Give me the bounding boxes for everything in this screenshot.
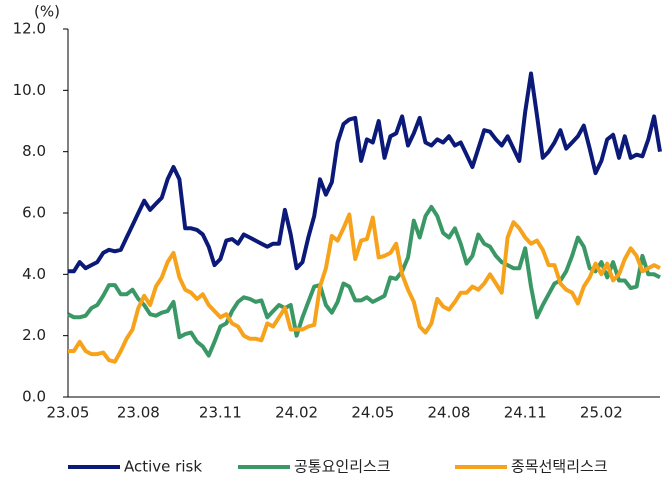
- y-tick-label: 8.0: [22, 142, 46, 160]
- legend-label: 공통요인리스크: [294, 458, 391, 476]
- series-line: [67, 204, 661, 358]
- x-tick-label: 23.11: [199, 404, 242, 422]
- y-tick-label: 0.0: [22, 388, 46, 406]
- y-tick-label: 12.0: [13, 20, 46, 38]
- x-tick-label: 23.05: [47, 404, 90, 422]
- series-line: [68, 212, 661, 364]
- x-tick-label: 24.11: [504, 404, 547, 422]
- x-tick-label: 24.08: [428, 404, 471, 422]
- y-tick-label: 2.0: [22, 326, 46, 344]
- y-unit: (%): [34, 3, 60, 21]
- legend-label: 종목선택리스크: [511, 458, 608, 476]
- x-tick-label: 24.02: [275, 404, 318, 422]
- x-tick-label: 23.08: [117, 404, 160, 422]
- legend-label: Active risk: [124, 458, 202, 476]
- y-tick-label: 4.0: [22, 265, 46, 283]
- x-tick-label: 25.02: [580, 404, 623, 422]
- y-tick-label: 10.0: [13, 81, 46, 99]
- y-tick-label: 6.0: [22, 204, 46, 222]
- x-tick-label: 24.05: [351, 404, 394, 422]
- series-line: [68, 71, 662, 274]
